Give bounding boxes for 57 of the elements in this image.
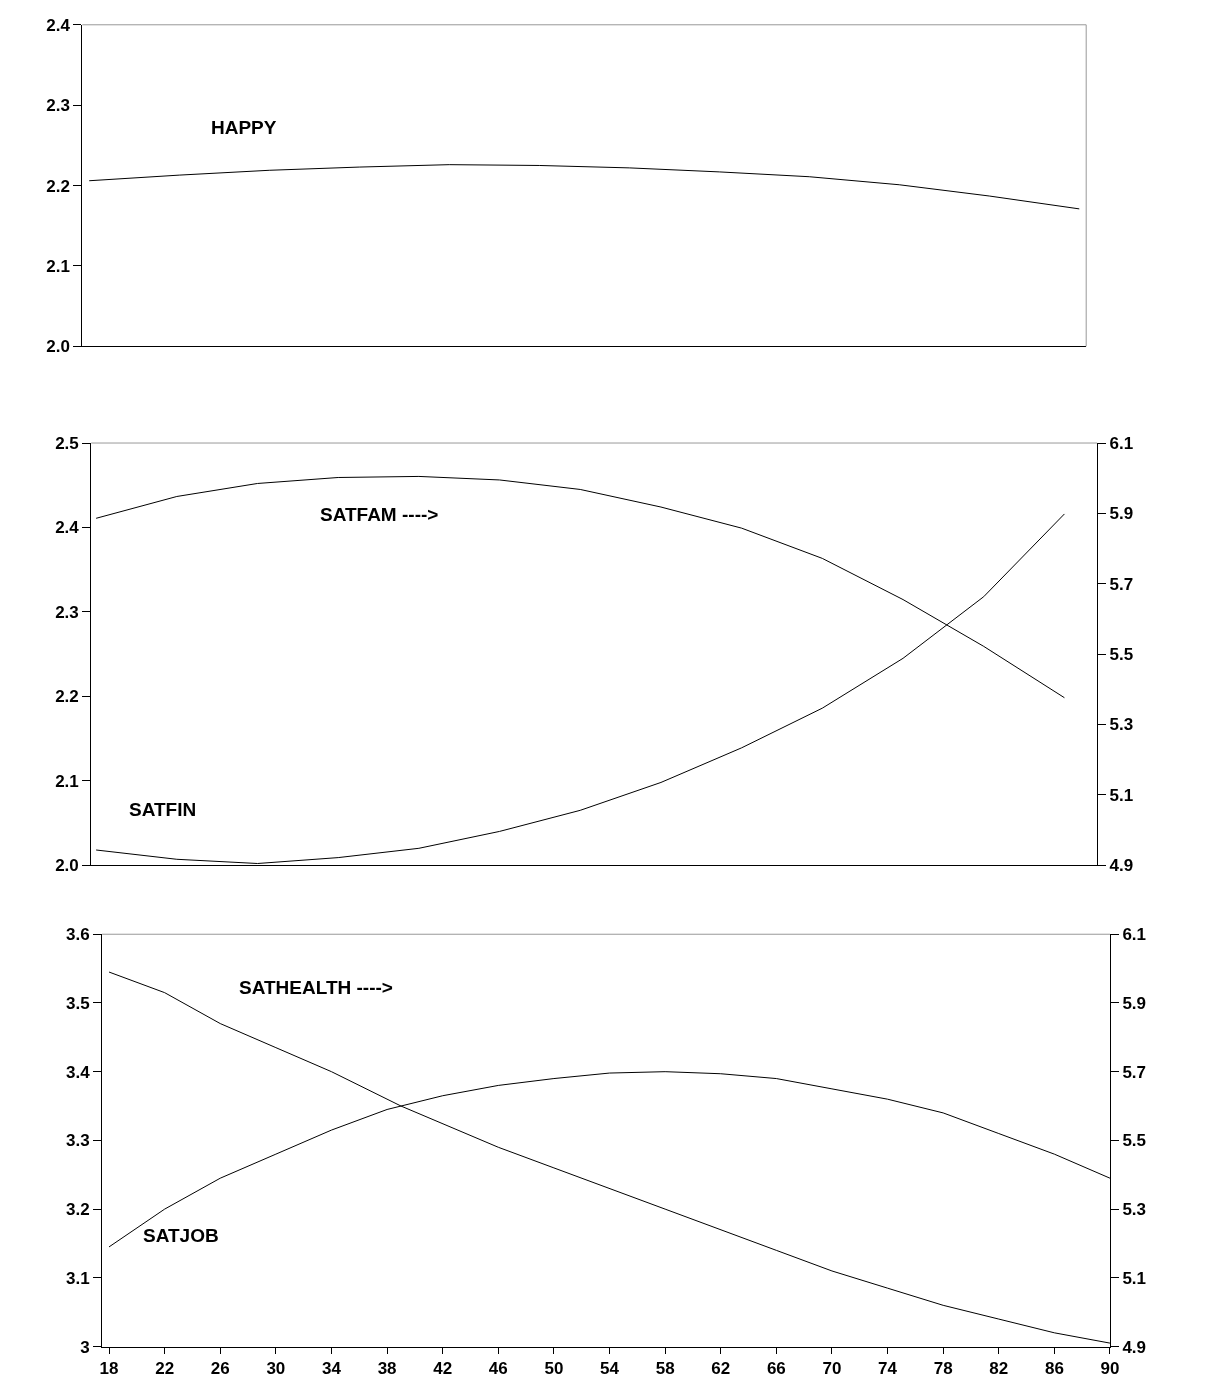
y2-tick-label: 5.1 — [1122, 1268, 1147, 1288]
y-tick-label: 3.3 — [66, 1131, 90, 1151]
y-tick-label: 3.5 — [66, 993, 90, 1013]
x-tick-label: 62 — [711, 1358, 731, 1378]
y-tick-label: 3.6 — [66, 925, 90, 945]
y-tick-label: 2.3 — [46, 96, 70, 116]
y-tick-label: 2.0 — [46, 337, 70, 357]
y2-tick-label: 5.7 — [1109, 574, 1134, 594]
x-tick-label: 90 — [1100, 1358, 1120, 1378]
y-tick-label: 3.4 — [66, 1062, 91, 1082]
series-label: SATFIN — [129, 799, 197, 820]
x-tick-label: 70 — [822, 1358, 842, 1378]
x-tick-label: 46 — [488, 1358, 508, 1378]
x-tick-label: 66 — [766, 1358, 786, 1378]
x-tick-label: 86 — [1044, 1358, 1064, 1378]
y-tick-label: 3.1 — [66, 1268, 90, 1288]
y2-tick-label: 5.3 — [1109, 715, 1134, 735]
line-series — [88, 164, 1080, 210]
x-tick-label: 42 — [433, 1358, 453, 1378]
x-tick-label: 54 — [600, 1358, 620, 1378]
y-tick-label: 3.2 — [66, 1200, 90, 1220]
y2-tick-label: 5.1 — [1109, 785, 1134, 805]
y-tick-label: 2.0 — [55, 856, 79, 876]
y2-tick-label: 6.1 — [1109, 433, 1134, 453]
y2-tick-label: 5.9 — [1109, 504, 1134, 524]
y-tick-label: 2.3 — [55, 602, 79, 622]
y2-tick-label: 6.1 — [1122, 925, 1147, 945]
series-label: SATJOB — [143, 1225, 219, 1246]
y-tick-label: 2.4 — [55, 518, 80, 538]
y-tick-label: 2.5 — [55, 433, 79, 453]
y-tick-label: 3 — [80, 1337, 90, 1357]
y-tick-label: 2.4 — [46, 15, 71, 35]
y-tick-label: 2.2 — [46, 176, 70, 196]
y2-tick-label: 5.9 — [1122, 993, 1147, 1013]
x-tick-label: 26 — [210, 1358, 230, 1378]
x-tick-label: 38 — [377, 1358, 397, 1378]
x-tick-label: 22 — [155, 1358, 175, 1378]
y2-tick-label: 5.5 — [1122, 1131, 1147, 1151]
x-tick-label: 58 — [655, 1358, 675, 1378]
x-tick-label: 82 — [989, 1358, 1009, 1378]
x-tick-label: 50 — [544, 1358, 564, 1378]
series-label: SATHEALTH ----> — [239, 977, 393, 998]
series-label: HAPPY — [211, 117, 277, 138]
y2-tick-label: 4.9 — [1122, 1337, 1147, 1357]
x-tick-label: 18 — [99, 1358, 119, 1378]
y2-tick-label: 5.7 — [1122, 1062, 1147, 1082]
y-tick-label: 2.2 — [55, 687, 79, 707]
series-label: SATFAM ----> — [320, 504, 439, 525]
x-tick-label: 34 — [322, 1358, 342, 1378]
x-tick-label: 30 — [266, 1358, 286, 1378]
x-tick-label: 78 — [933, 1358, 953, 1378]
y-tick-label: 2.1 — [46, 256, 70, 276]
y2-tick-label: 4.9 — [1109, 856, 1134, 876]
y-tick-label: 2.1 — [55, 771, 79, 791]
y2-tick-label: 5.5 — [1109, 645, 1134, 665]
x-tick-label: 74 — [878, 1358, 898, 1378]
y2-tick-label: 5.3 — [1122, 1200, 1147, 1220]
